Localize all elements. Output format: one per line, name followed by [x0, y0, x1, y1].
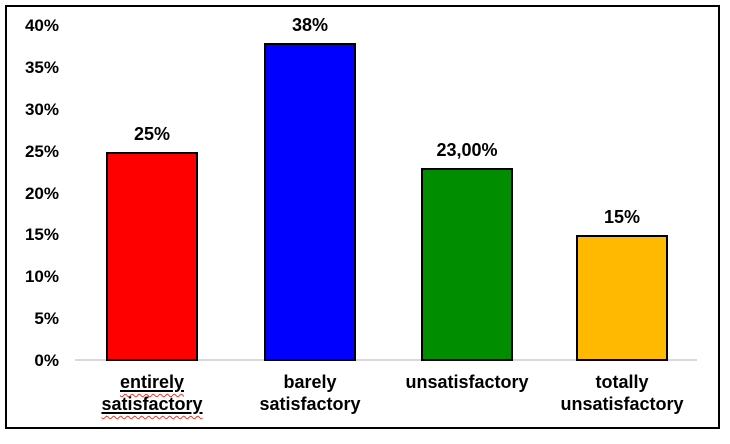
y-axis-label: 40%: [24, 16, 59, 35]
x-axis-label-line: totally: [595, 372, 649, 392]
x-axis-label: entirely satisfactory: [64, 371, 240, 415]
bar-unsatisfactory: [421, 168, 513, 361]
y-axis-label: 0%: [34, 351, 59, 370]
x-axis-label-line: satisfactory: [101, 394, 203, 414]
y-axis-label: 10%: [24, 267, 59, 287]
y-axis-label: 25%: [24, 141, 59, 161]
bar-entirely-satisfactory: [106, 152, 198, 361]
y-axis-label: 15%: [24, 225, 59, 245]
x-axis-label: barely satisfactory: [222, 371, 398, 415]
y-axis-label: 20%: [24, 183, 59, 203]
x-axis-label-line: entirely: [119, 372, 185, 392]
x-axis-label-line: satisfactory: [259, 394, 361, 414]
x-axis-label-line: barely: [283, 372, 337, 392]
y-axis-label: 5%: [34, 309, 59, 329]
bar-barely-satisfactory: [264, 43, 356, 361]
x-axis-label: totally unsatisfactory: [534, 371, 710, 415]
y-axis-label: 30%: [24, 99, 59, 119]
bar-value-label: 15%: [603, 207, 641, 227]
bar-value-label: 23,00%: [436, 140, 498, 160]
x-axis-label-line: unsatisfactory: [405, 372, 529, 392]
bar-totally-unsatisfactory: [576, 235, 668, 361]
x-axis-label: unsatisfactory: [379, 371, 555, 393]
x-axis-line: [75, 359, 697, 361]
y-axis-label: 35%: [24, 57, 59, 77]
bar-value-label: 25%: [133, 124, 171, 144]
x-axis-label-line: unsatisfactory: [560, 394, 684, 414]
bar-value-label: 38%: [291, 15, 329, 35]
